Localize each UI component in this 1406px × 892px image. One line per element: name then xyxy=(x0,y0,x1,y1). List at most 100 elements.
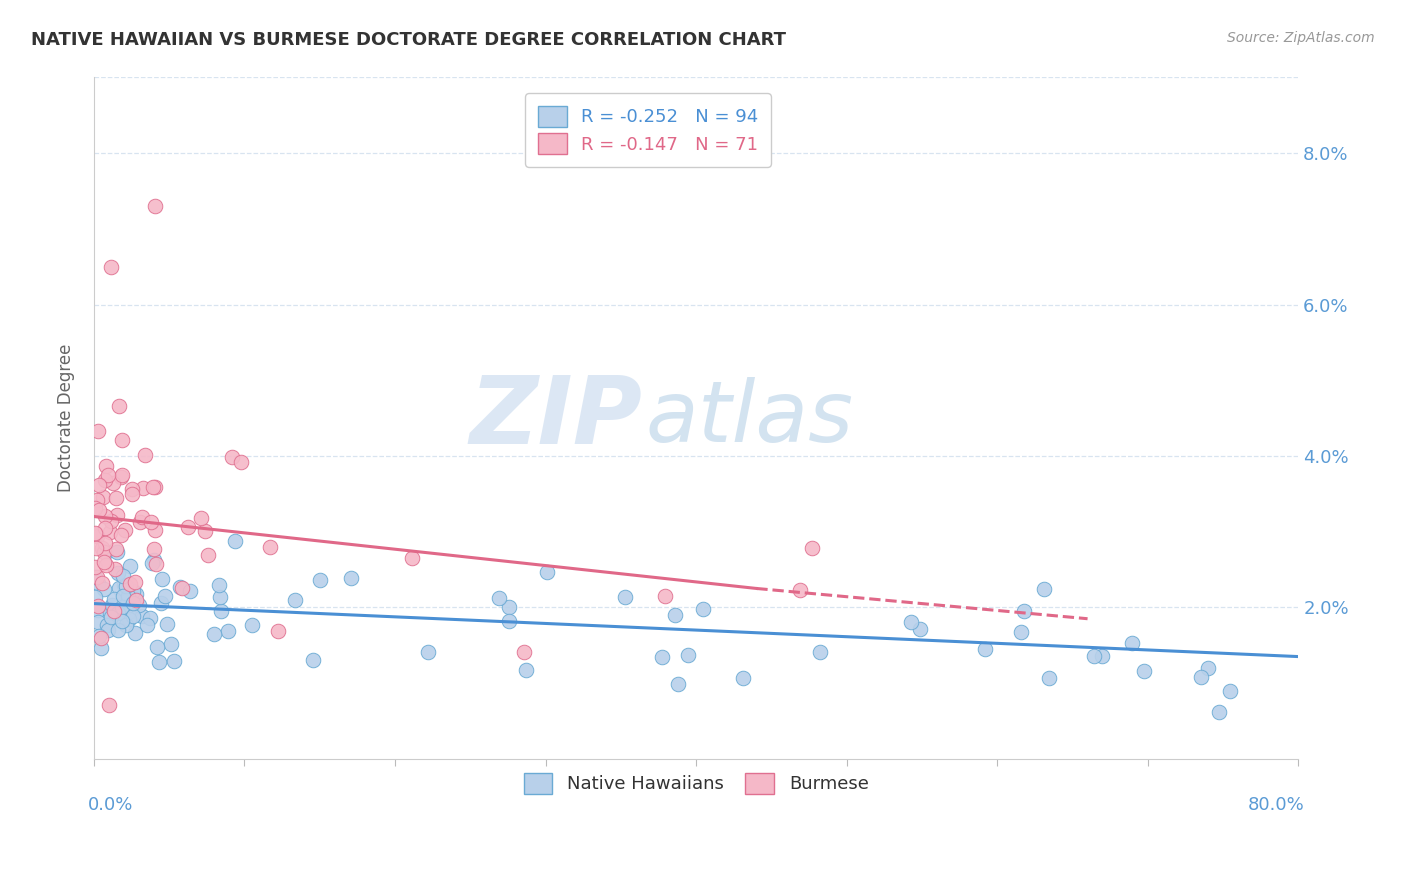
Point xyxy=(302,653,325,667)
Point xyxy=(124,593,146,607)
Point xyxy=(789,582,811,597)
Point xyxy=(136,617,159,632)
Point xyxy=(84,525,107,540)
Point xyxy=(87,630,110,644)
Point xyxy=(143,480,166,494)
Point xyxy=(115,593,138,607)
Point xyxy=(229,454,252,468)
Point xyxy=(122,609,145,624)
Point xyxy=(536,565,558,579)
Point xyxy=(134,448,156,462)
Point xyxy=(1189,670,1212,684)
Point xyxy=(111,614,134,628)
Point xyxy=(93,536,115,550)
Point xyxy=(105,541,128,556)
Point xyxy=(86,570,108,584)
Point xyxy=(1197,661,1219,675)
Point xyxy=(115,579,138,593)
Point xyxy=(90,631,112,645)
Point xyxy=(131,509,153,524)
Point xyxy=(96,617,118,632)
Point xyxy=(202,626,225,640)
Point xyxy=(97,698,120,712)
Point xyxy=(100,610,122,624)
Point xyxy=(692,602,714,616)
Point xyxy=(142,553,165,567)
Point xyxy=(107,508,129,522)
Point xyxy=(117,589,139,603)
Point xyxy=(1083,649,1105,664)
Point xyxy=(84,501,107,516)
Point xyxy=(100,607,122,621)
Point xyxy=(93,509,115,524)
Point xyxy=(664,607,686,622)
Point xyxy=(93,582,115,597)
Point xyxy=(91,490,114,504)
Point xyxy=(128,598,150,612)
Point xyxy=(94,545,117,559)
Point xyxy=(209,591,232,605)
Point xyxy=(142,480,165,494)
Point xyxy=(84,570,107,584)
Point xyxy=(209,604,232,618)
Point xyxy=(120,604,142,618)
Y-axis label: Doctorate Degree: Doctorate Degree xyxy=(58,344,75,492)
Point xyxy=(1219,684,1241,698)
Point xyxy=(908,622,931,636)
Point xyxy=(163,654,186,668)
Point xyxy=(84,559,107,574)
Point xyxy=(1014,604,1036,618)
Point xyxy=(145,640,167,654)
Point xyxy=(176,519,198,533)
Point xyxy=(1121,636,1143,650)
Point xyxy=(124,626,146,640)
Text: 80.0%: 80.0% xyxy=(1247,797,1305,814)
Point xyxy=(110,470,132,484)
Point xyxy=(94,520,117,534)
Point xyxy=(114,617,136,632)
Point xyxy=(103,604,125,618)
Point xyxy=(112,578,135,592)
Point xyxy=(87,602,110,616)
Point xyxy=(240,617,263,632)
Point xyxy=(733,671,755,685)
Point xyxy=(111,568,134,582)
Point xyxy=(221,450,243,464)
Point xyxy=(101,598,124,612)
Point xyxy=(125,587,148,601)
Point xyxy=(1033,582,1056,596)
Point xyxy=(308,574,330,588)
Point xyxy=(111,434,134,448)
Point xyxy=(129,515,152,529)
Point xyxy=(112,589,135,603)
Point xyxy=(194,524,217,539)
Point xyxy=(149,596,172,610)
Point xyxy=(87,425,110,439)
Point xyxy=(93,545,115,559)
Point xyxy=(1133,664,1156,678)
Point xyxy=(84,541,107,556)
Point xyxy=(148,655,170,669)
Point xyxy=(208,578,231,592)
Point xyxy=(143,542,166,557)
Point xyxy=(143,523,166,537)
Point xyxy=(513,645,536,659)
Point xyxy=(224,534,246,549)
Point xyxy=(111,600,134,615)
Point xyxy=(614,591,637,605)
Point xyxy=(666,676,689,690)
Point xyxy=(87,503,110,517)
Point xyxy=(973,641,995,656)
Point xyxy=(139,611,162,625)
Point xyxy=(105,491,128,506)
Point xyxy=(90,640,112,655)
Point xyxy=(810,645,832,659)
Point xyxy=(678,648,700,662)
Point xyxy=(84,591,107,605)
Point xyxy=(190,511,212,525)
Text: ZIP: ZIP xyxy=(470,372,643,464)
Point xyxy=(141,556,163,570)
Point xyxy=(900,615,922,629)
Point xyxy=(100,260,122,274)
Point xyxy=(98,525,121,540)
